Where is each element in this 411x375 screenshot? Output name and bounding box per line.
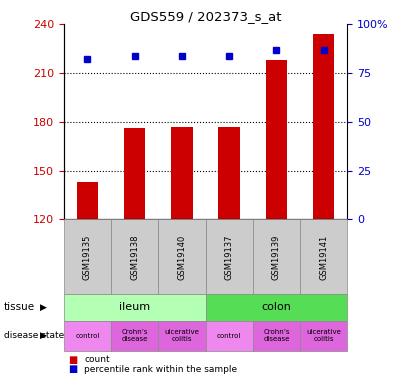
Bar (219, 127, 240, 219)
Text: ulcerative
colitis: ulcerative colitis (306, 329, 341, 342)
Title: GDS559 / 202373_s_at: GDS559 / 202373_s_at (130, 10, 281, 23)
Text: ■: ■ (68, 364, 77, 374)
Text: ▶: ▶ (40, 331, 46, 340)
Bar (77, 182, 98, 219)
Text: ▶: ▶ (40, 303, 46, 312)
Text: GSM19139: GSM19139 (272, 234, 281, 280)
Text: Crohn’s
disease: Crohn’s disease (263, 329, 290, 342)
Text: GSM19140: GSM19140 (178, 234, 186, 279)
Text: ulcerative
colitis: ulcerative colitis (164, 329, 199, 342)
Bar (313, 34, 334, 219)
Text: colon: colon (261, 303, 291, 312)
Text: control: control (75, 333, 99, 339)
Text: percentile rank within the sample: percentile rank within the sample (84, 365, 238, 374)
Text: ■: ■ (68, 355, 77, 365)
Text: control: control (217, 333, 241, 339)
Text: GSM19138: GSM19138 (130, 234, 139, 280)
Text: count: count (84, 356, 110, 364)
Text: GSM19137: GSM19137 (225, 234, 233, 280)
Text: GSM19141: GSM19141 (319, 234, 328, 279)
Bar (266, 60, 287, 219)
Text: disease state: disease state (4, 331, 65, 340)
Text: ileum: ileum (119, 303, 150, 312)
Text: tissue: tissue (4, 303, 35, 312)
Bar (171, 127, 192, 219)
Text: Crohn’s
disease: Crohn’s disease (121, 329, 148, 342)
Bar (124, 128, 145, 219)
Text: GSM19135: GSM19135 (83, 234, 92, 280)
